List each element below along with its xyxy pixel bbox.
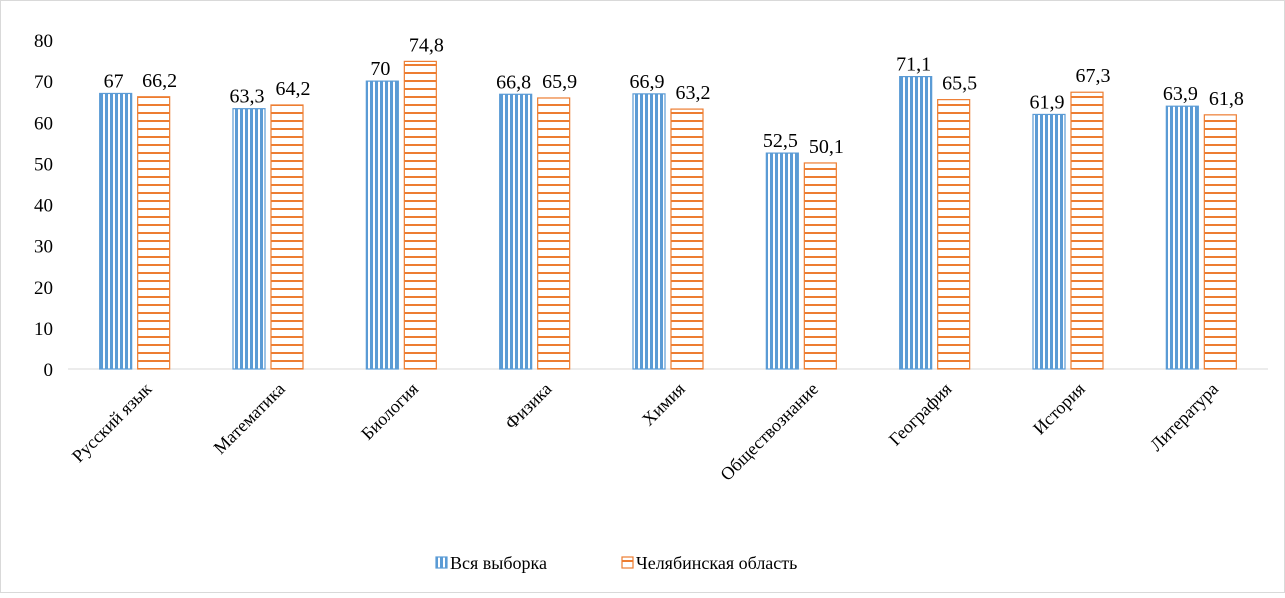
- bar-chelyabinsk: [670, 108, 704, 370]
- data-label: 67: [104, 70, 124, 92]
- bar-all-sample: [1032, 113, 1066, 370]
- data-label: 52,5: [763, 130, 798, 152]
- legend-label: Челябинская область: [636, 553, 797, 573]
- y-tick-label: 50: [34, 154, 53, 175]
- bar-chelyabinsk: [803, 162, 837, 370]
- y-tick-label: 80: [34, 31, 53, 52]
- bar-all-sample: [1165, 105, 1199, 370]
- bar-chelyabinsk: [937, 99, 971, 370]
- bar-all-sample: [499, 93, 533, 370]
- data-label: 65,5: [942, 73, 977, 95]
- y-tick-label: 20: [34, 278, 53, 299]
- data-label: 50,1: [809, 136, 844, 158]
- data-label: 66,9: [630, 71, 665, 93]
- data-label: 61,8: [1209, 88, 1244, 110]
- bar-all-sample: [632, 93, 666, 370]
- legend-label: Вся выборка: [450, 553, 547, 573]
- data-label: 74,8: [409, 34, 444, 56]
- y-tick-label: 60: [34, 113, 53, 134]
- data-label: 64,2: [276, 78, 311, 100]
- bar-chelyabinsk: [1203, 114, 1237, 370]
- data-label: 67,3: [1076, 65, 1111, 87]
- legend-swatch: [621, 556, 634, 569]
- data-labels: 67 66,2 63,3 64,2 70 74,8 66,8 65,9 66,9 63,2 52,5…: [104, 34, 1244, 158]
- bar-chelyabinsk: [403, 60, 437, 370]
- bar-chelyabinsk: [137, 96, 171, 370]
- legend: Вся выборка Челябинская область: [435, 553, 797, 573]
- y-tick-label: 10: [34, 319, 53, 340]
- bars: [99, 60, 1237, 370]
- data-label: 66,2: [142, 70, 177, 92]
- data-label: 63,3: [230, 86, 265, 108]
- bar-chelyabinsk: [537, 97, 571, 370]
- y-tick-label: 0: [44, 360, 54, 381]
- data-label: 63,9: [1163, 83, 1198, 105]
- y-axis: 0 10 20 30 40 50 60 70 80: [34, 31, 1268, 381]
- bar-all-sample: [99, 92, 133, 370]
- data-label: 65,9: [542, 71, 577, 93]
- bar-all-sample: [232, 108, 266, 370]
- bar-all-sample: [899, 76, 933, 370]
- legend-swatch: [435, 556, 448, 569]
- data-label: 63,2: [676, 82, 711, 104]
- data-label: 61,9: [1030, 91, 1065, 113]
- y-tick-label: 70: [34, 72, 53, 93]
- data-label: 66,8: [496, 71, 531, 93]
- bar-all-sample: [365, 80, 399, 370]
- bar-all-sample: [765, 152, 799, 370]
- bar-chelyabinsk: [270, 104, 304, 370]
- y-tick-label: 30: [34, 237, 53, 258]
- data-label: 70: [370, 58, 390, 80]
- data-label: 71,1: [896, 54, 931, 76]
- y-tick-label: 40: [34, 196, 53, 217]
- bar-chelyabinsk: [1070, 91, 1104, 370]
